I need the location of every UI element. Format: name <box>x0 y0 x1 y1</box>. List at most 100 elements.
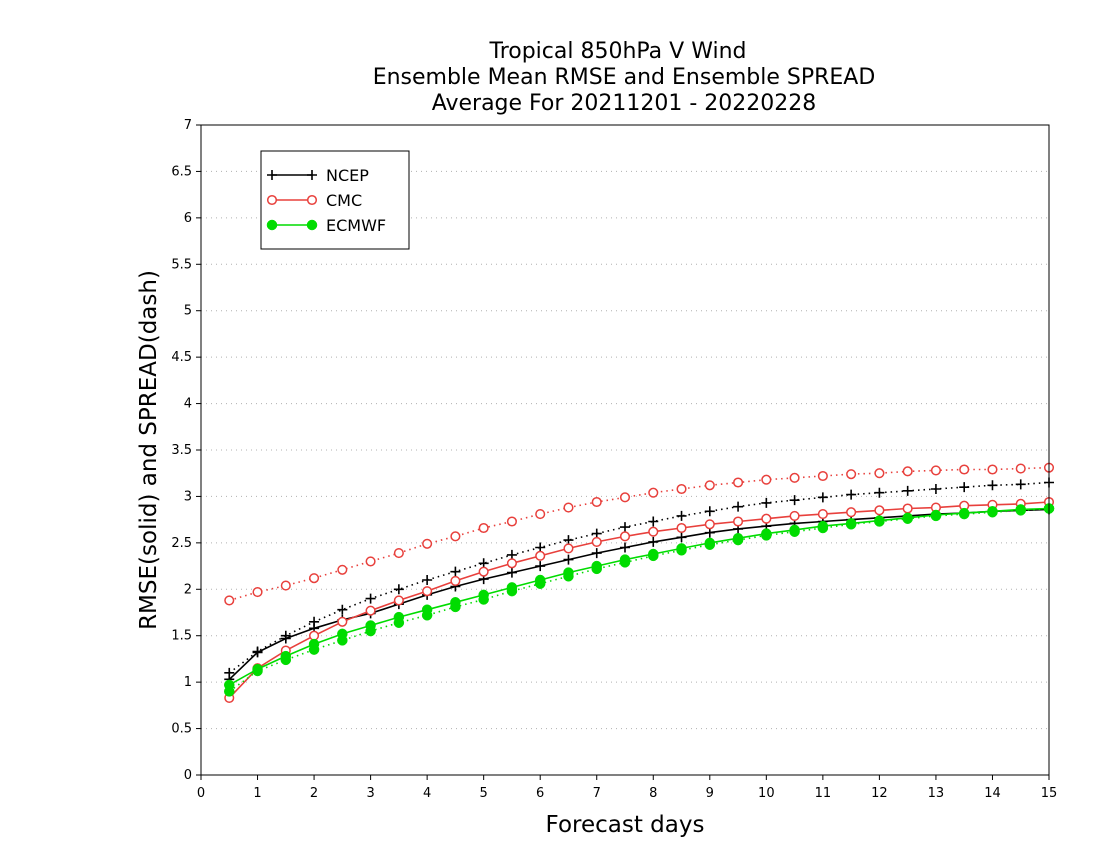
ecmwf-rmse-point <box>280 650 292 662</box>
y-tick-label: 1.5 <box>171 629 192 644</box>
cmc-spread-point <box>846 469 857 480</box>
legend-label-cmc: CMC <box>326 191 362 210</box>
cmc-spread-point <box>280 580 291 591</box>
cmc-rmse-point <box>704 519 715 530</box>
cmc-rmse-point <box>337 616 348 627</box>
x-tick-label: 0 <box>197 786 205 801</box>
cmc-rmse-point <box>874 505 885 516</box>
cmc-rmse-point <box>846 507 857 518</box>
cmc-spread-point <box>733 477 744 488</box>
ecmwf-rmse-point <box>337 628 348 640</box>
ncep-spread-point <box>1015 479 1026 490</box>
ncep-spread-point <box>761 497 772 508</box>
y-axis-label: RMSE(solid) and SPREAD(dash) <box>136 270 162 630</box>
ecmwf-rmse-point <box>930 509 942 521</box>
ecmwf-rmse-point <box>478 589 489 601</box>
ncep-spread-point <box>959 482 970 493</box>
x-tick-label: 2 <box>310 786 318 801</box>
y-tick-label: 0.5 <box>171 722 192 737</box>
y-tick-label: 4.5 <box>171 350 192 365</box>
cmc-rmse-point <box>817 509 828 520</box>
cmc-spread-point <box>761 474 772 485</box>
y-tick-label: 6.5 <box>171 164 192 179</box>
cmc-spread-point <box>817 470 828 482</box>
ncep-spread-point <box>733 501 744 512</box>
ecmwf-rmse-point <box>732 532 744 544</box>
ecmwf-rmse-point <box>591 560 602 572</box>
title-line-2: Ensemble Mean RMSE and Ensemble SPREAD <box>373 65 876 90</box>
ncep-spread-point <box>337 604 348 615</box>
cmc-spread-point <box>789 472 800 483</box>
ecmwf-rmse-point <box>761 528 772 539</box>
cmc-spread-point <box>535 509 546 520</box>
ncep-rmse-point <box>620 542 630 553</box>
ncep-spread-point <box>450 566 461 577</box>
cmc-spread-point <box>422 538 433 549</box>
ecmwf-rmse-point <box>874 515 885 526</box>
x-tick-label: 11 <box>815 786 832 801</box>
x-tick-label: 9 <box>706 786 714 801</box>
y-tick-label: 4 <box>184 397 192 412</box>
cmc-spread-line <box>229 466 1050 602</box>
cmc-spread-point <box>619 492 631 503</box>
ncep-rmse-point <box>591 548 602 559</box>
legend-marker-cmc <box>306 194 318 206</box>
x-tick-label: 13 <box>928 786 945 801</box>
ncep-spread-point <box>789 495 800 506</box>
ncep-spread-point <box>846 489 857 500</box>
y-axis-ticks: 0 0.5 1 1.5 2 2.5 3 3.5 4 4.5 5 5.5 6 6.5 7 <box>171 118 201 783</box>
ecmwf-rmse-point <box>676 543 687 554</box>
cmc-rmse-point <box>648 526 659 537</box>
title-line-1: Tropical 850hPa V Wind <box>488 39 746 64</box>
ecmwf-rmse-point <box>421 604 433 615</box>
ecmwf-rmse-point <box>252 663 263 675</box>
cmc-spread-point <box>309 573 320 584</box>
cmc-spread-point <box>676 483 687 495</box>
y-tick-label: 3 <box>184 489 192 504</box>
cmc-rmse-point <box>789 510 800 521</box>
cmc-spread-point <box>1015 463 1026 474</box>
ecmwf-rmse-point <box>817 520 829 532</box>
legend-marker-cmc <box>266 194 278 206</box>
x-tick-label: 1 <box>253 786 261 801</box>
ecmwf-rmse-point <box>619 554 631 565</box>
ncep-rmse-point <box>506 567 517 578</box>
ecmwf-rmse-point <box>393 611 405 623</box>
y-tick-label: 7 <box>184 118 192 133</box>
legend: NCEP CMC ECMWF <box>260 150 410 250</box>
x-axis-label: Forecast days <box>546 812 705 838</box>
y-tick-label: 2 <box>184 582 192 597</box>
ecmwf-rmse-point <box>958 507 970 519</box>
cmc-spread-point <box>987 464 998 475</box>
ecmwf-rmse-point <box>1015 504 1026 515</box>
cmc-rmse-point <box>506 558 517 569</box>
cmc-spread-point <box>591 496 602 508</box>
ncep-rmse-point <box>535 561 546 572</box>
cmc-rmse-point <box>365 605 376 616</box>
ecmwf-rmse-line <box>228 507 1050 686</box>
cmc-spread-point <box>930 465 941 476</box>
cmc-spread-point <box>478 522 489 534</box>
cmc-rmse-point <box>309 630 320 641</box>
ncep-spread-point <box>817 492 828 503</box>
x-tick-label: 4 <box>423 786 431 801</box>
cmc-spread-point <box>393 548 404 559</box>
legend-marker-ecmwf <box>266 219 278 231</box>
cmc-rmse-point <box>902 503 913 514</box>
x-tick-label: 7 <box>593 786 601 801</box>
ecmwf-spread-line <box>228 507 1050 693</box>
cmc-spread-point <box>959 464 970 475</box>
ncep-rmse-point <box>676 532 687 543</box>
legend-marker-ecmwf <box>306 219 318 231</box>
cmc-spread-point <box>874 468 885 479</box>
x-tick-label: 10 <box>758 786 775 801</box>
ncep-spread-point <box>676 510 687 521</box>
cmc-rmse-point <box>563 543 574 554</box>
y-tick-label: 0 <box>184 768 192 783</box>
cmc-spread-point <box>224 595 235 606</box>
ecmwf-rmse-point <box>224 679 235 691</box>
ecmwf-rmse-point <box>534 574 546 586</box>
cmc-spread-point <box>506 516 517 527</box>
x-tick-label: 12 <box>871 786 888 801</box>
x-tick-label: 6 <box>536 786 544 801</box>
